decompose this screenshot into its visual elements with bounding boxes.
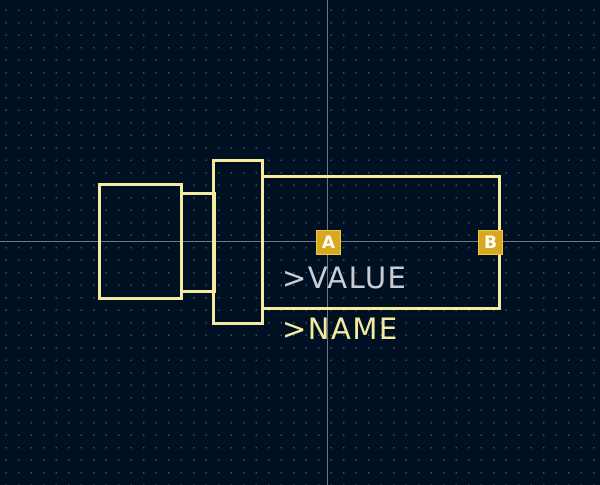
footprint-outline-flange[interactable] xyxy=(212,159,264,325)
pad-b[interactable]: B xyxy=(478,230,503,255)
value-field-text[interactable]: >VALUE xyxy=(282,261,408,295)
footprint-outline-neck[interactable] xyxy=(180,192,216,293)
crosshair-horizontal xyxy=(0,241,600,242)
footprint-outline-left-block[interactable] xyxy=(98,183,183,300)
pad-b-label: B xyxy=(484,232,497,253)
pad-a[interactable]: A xyxy=(316,230,341,255)
pad-a-label: A xyxy=(321,232,336,253)
name-field-text[interactable]: >NAME xyxy=(282,312,399,346)
